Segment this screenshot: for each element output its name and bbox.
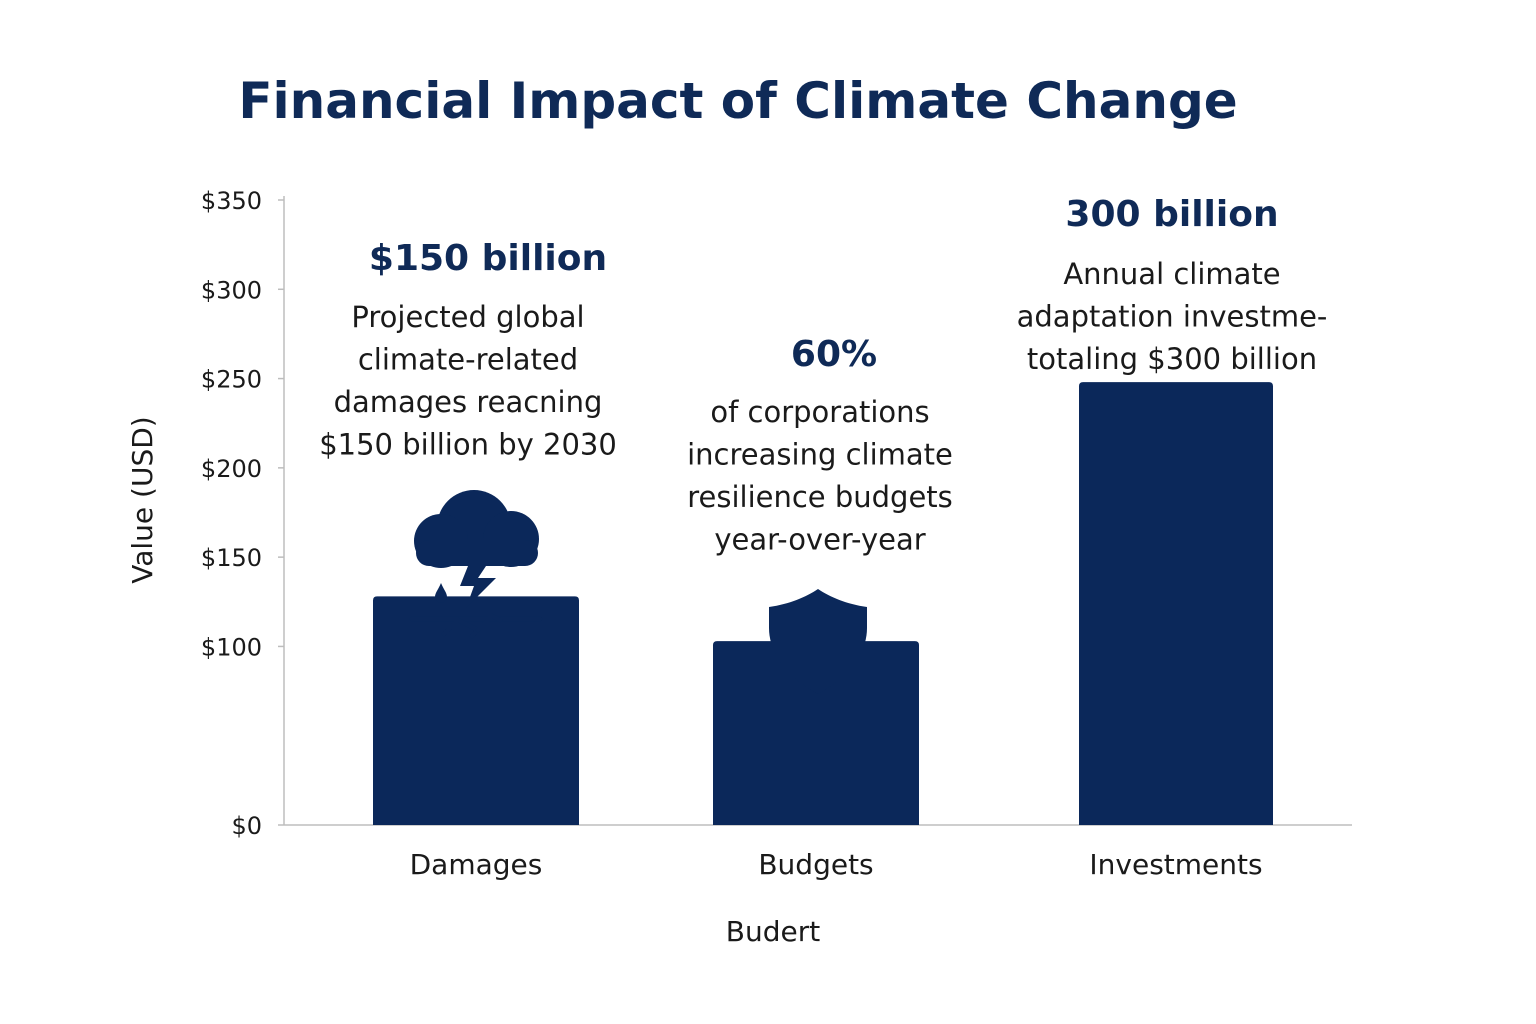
shield-icon xyxy=(769,589,867,694)
annotation-line: adaptation investme- xyxy=(1017,300,1328,334)
y-tick-label: $350 xyxy=(201,187,262,215)
cracked-ground-icon xyxy=(409,613,543,639)
storm-cloud-icon xyxy=(414,490,539,608)
annotation-investments: 300 billion Annual climate adaptation inve… xyxy=(1017,194,1328,376)
y-tick-label: $0 xyxy=(231,812,262,840)
category-label: Damages xyxy=(410,848,543,881)
annotation-line: increasing climate xyxy=(687,438,953,472)
annotation-headline: $150 billion xyxy=(369,238,607,279)
annotation-text: of corporations increasing climate resilie… xyxy=(687,395,953,557)
annotation-line: Annual climate xyxy=(1063,257,1280,291)
annotation-line: year-over-year xyxy=(714,523,925,557)
x-axis-title: Budert xyxy=(726,915,820,948)
y-tick-label: $200 xyxy=(201,455,262,483)
chart-title: Financial Impact of Climate Change xyxy=(238,72,1237,130)
y-tick-label: $100 xyxy=(201,633,262,661)
bar-damages xyxy=(373,596,579,825)
annotation-line: resilience budgets xyxy=(687,480,953,514)
bar-budgets xyxy=(713,641,919,825)
category-label: Budgets xyxy=(758,848,873,881)
annotation-line: of corporations xyxy=(710,395,929,429)
annotation-line: Projected global xyxy=(351,300,584,334)
annotation-text: Projected global climate-related damages r… xyxy=(319,300,617,462)
y-tick-label: $150 xyxy=(201,544,262,572)
bars xyxy=(373,382,1273,825)
annotation-line: climate-related xyxy=(358,343,578,377)
annotation-line: damages reacning xyxy=(334,385,603,419)
category-label: Investments xyxy=(1089,848,1262,881)
annotation-damages: $150 billion Projected global climate-rela… xyxy=(319,238,617,462)
x-axis: Damages Budgets Investments xyxy=(284,824,1352,881)
annotations: $150 billion Projected global climate-rela… xyxy=(319,194,1327,557)
bar-investments xyxy=(1079,382,1273,825)
y-axis-title: Value (USD) xyxy=(126,416,159,583)
y-tick-label: $300 xyxy=(201,276,262,304)
annotation-text: Annual climate adaptation investme-totali… xyxy=(1017,257,1328,376)
annotation-line: $150 billion by 2030 xyxy=(319,428,617,462)
y-axis: $0 $100 $150 $200 $250 $300 $350 xyxy=(201,187,285,840)
annotation-budgets: 60% of corporations increasing climate resi… xyxy=(687,334,953,557)
annotation-line: totaling $300 billion xyxy=(1027,342,1317,376)
y-tick-label: $250 xyxy=(201,366,262,394)
annotation-headline: 60% xyxy=(791,334,877,375)
annotation-headline: 300 billion xyxy=(1065,194,1278,235)
